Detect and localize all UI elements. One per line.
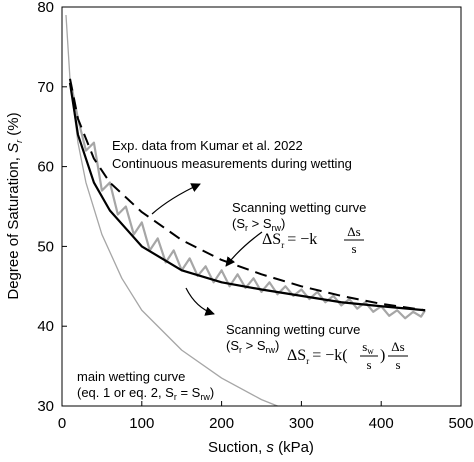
x-tick-label: 100	[129, 415, 154, 432]
equation: )	[380, 347, 385, 364]
x-tick-label: 0	[58, 415, 66, 432]
equation: ΔSr = −k	[262, 231, 317, 250]
annotation: Continuous measurements during wetting	[112, 156, 352, 171]
y-tick-label: 70	[37, 79, 54, 96]
equation: Δs	[347, 224, 360, 239]
annotation: (Sr > Srw)	[232, 216, 285, 233]
data-line	[68, 78, 427, 320]
y-tick-label: 60	[37, 159, 54, 176]
equation: ΔSr = −k(	[287, 347, 348, 366]
annotation: (eq. 1 or eq. 2, Sr = Srw)	[77, 385, 214, 402]
y-tick-label: 50	[37, 238, 54, 255]
annotation: Scanning wetting curve	[226, 322, 360, 337]
x-tick-label: 400	[369, 415, 394, 432]
data-line	[68, 78, 426, 312]
arrow	[225, 231, 263, 267]
annotation: Exp. data from Kumar et al. 2022	[112, 138, 303, 153]
annotation: (Sr > Srw)	[226, 338, 279, 355]
annotation: Scanning wetting curve	[232, 200, 366, 215]
y-axis-label: Degree of Saturation, Sr (%)	[5, 112, 24, 299]
y-tick-label: 40	[37, 318, 54, 335]
arrow	[185, 287, 215, 316]
x-tick-label: 200	[209, 415, 234, 432]
y-tick-label: 80	[37, 0, 54, 16]
arrow	[151, 183, 201, 215]
x-tick-label: 300	[289, 415, 314, 432]
x-tick-label: 500	[448, 415, 473, 432]
x-axis-label: Suction, s (kPa)	[208, 439, 314, 456]
plot-area	[61, 6, 462, 407]
equation: Δs	[391, 339, 404, 354]
data-line	[68, 82, 426, 312]
equation: sw	[362, 339, 374, 356]
equation: s	[351, 241, 356, 256]
annotation: main wetting curve	[77, 369, 185, 384]
equation: s	[366, 357, 371, 372]
equation: s	[395, 357, 400, 372]
plot-frame	[61, 6, 462, 407]
y-tick-label: 30	[37, 398, 54, 415]
